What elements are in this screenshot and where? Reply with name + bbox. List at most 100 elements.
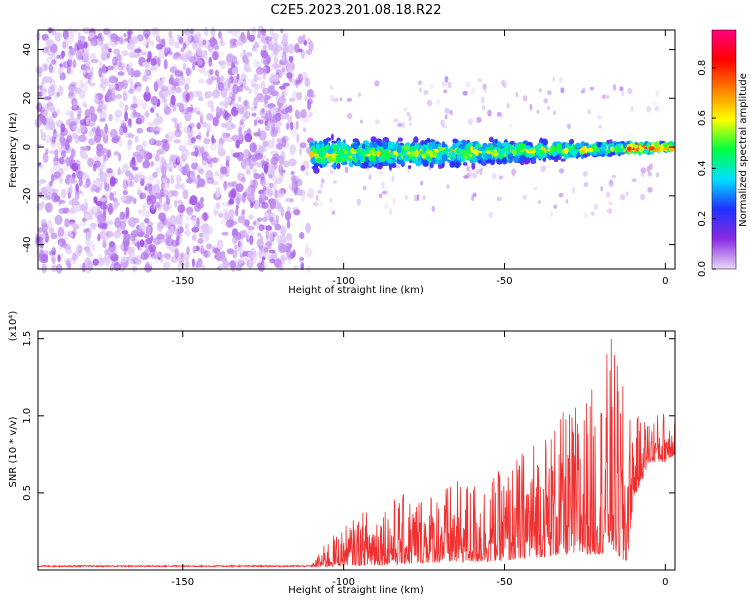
heatmap-cell (103, 103, 108, 111)
heatmap-cell (136, 127, 143, 134)
heatmap-cell (123, 247, 127, 256)
heatmap-cell (211, 36, 215, 47)
heatmap-cell (156, 233, 165, 240)
heatmap-cell (496, 141, 502, 147)
heatmap-cell (106, 230, 114, 238)
heatmap-cell (378, 170, 383, 176)
heatmap-cell (157, 56, 161, 67)
heatmap-cell (106, 167, 113, 174)
heatmap-cell (261, 50, 269, 59)
heatmap-cell (647, 187, 653, 193)
heatmap-cell (38, 180, 42, 188)
heatmap-cell (180, 201, 184, 212)
heatmap-cell (43, 64, 47, 70)
heatmap-cell (369, 142, 374, 148)
heatmap-cell (101, 164, 106, 170)
heatmap-cell (418, 158, 422, 166)
heatmap-cell (341, 158, 346, 163)
heatmap-cell (361, 162, 366, 169)
snr-y-ticks: 0.5 1.0 1.5 (22, 331, 675, 501)
heatmap-cell (93, 94, 99, 104)
heatmap-cell (68, 177, 74, 186)
heatmap-cell (239, 121, 246, 130)
heatmap-cell (332, 144, 339, 152)
heatmap-cell (60, 188, 67, 199)
heatmap-cell (113, 262, 122, 271)
heatmap-cell (419, 87, 422, 93)
colorbar: 0.0 0.2 0.4 0.6 0.8 Normalized spectral ampl… (697, 29, 749, 277)
heatmap-cell (281, 51, 287, 62)
heatmap-cell (221, 131, 226, 141)
heatmap-cell (589, 86, 595, 91)
heatmap-cell (335, 155, 343, 163)
heatmap-cell (444, 107, 450, 115)
heatmap-cell (241, 192, 246, 203)
heatmap-cell (147, 221, 154, 227)
heatmap-cell (249, 163, 254, 170)
heatmap-cell (180, 47, 185, 53)
heatmap-cell (130, 82, 134, 92)
heatmap-cell (381, 141, 387, 145)
heatmap-cell (283, 160, 290, 168)
heatmap-cell (102, 81, 106, 92)
heatmap-cell (139, 239, 145, 248)
heatmap-cell (60, 242, 68, 249)
heatmap-cell (106, 52, 111, 59)
heatmap-cell (582, 153, 588, 158)
heatmap-cell (182, 62, 187, 71)
heatmap-cell (416, 193, 420, 202)
heatmap-cell (522, 194, 528, 200)
heatmap-cell (227, 201, 231, 207)
heatmap-cell (195, 261, 199, 268)
heatmap-cell (150, 161, 155, 167)
heatmap-cell (359, 155, 364, 163)
heatmap-cell (261, 66, 267, 77)
heatmap-cell (243, 63, 251, 73)
heatmap-cell (51, 30, 57, 36)
heatmap-cell (571, 149, 577, 157)
heatmap-cell (446, 183, 450, 190)
heatmap-cell (145, 86, 149, 94)
heatmap-cell (253, 119, 258, 127)
heatmap-cell (85, 231, 91, 241)
heatmap-cell (212, 50, 219, 61)
heatmap-cell (36, 102, 43, 112)
heatmap-cell (378, 156, 385, 163)
heatmap-cell (54, 32, 62, 42)
heatmap-cell (177, 199, 183, 204)
heatmap-cell (134, 135, 139, 143)
heatmap-cell (206, 170, 215, 180)
chart-title: C2E5.2023.201.08.18.R22 (270, 3, 441, 18)
heatmap-cell (368, 149, 375, 155)
heatmap-y-tick-label: 20 (22, 92, 33, 105)
heatmap-cell (95, 201, 103, 206)
heatmap-cell (410, 145, 416, 152)
heatmap-cell (268, 232, 274, 241)
heatmap-cell (269, 198, 277, 209)
heatmap-cell (590, 211, 595, 216)
heatmap-cell (508, 123, 512, 129)
heatmap-cell (263, 68, 271, 73)
heatmap-cell (470, 160, 474, 164)
heatmap-cell (332, 180, 338, 184)
heatmap-cell (118, 170, 125, 175)
heatmap-cell (558, 192, 564, 198)
heatmap-cell (78, 79, 84, 89)
heatmap-cell (560, 87, 565, 94)
heatmap-cell (122, 90, 128, 102)
heatmap-cell (72, 100, 78, 110)
heatmap-cell (154, 140, 162, 147)
heatmap-cell (235, 207, 239, 217)
heatmap-cell (534, 145, 540, 149)
heatmap-cell (65, 36, 74, 45)
heatmap-cell (129, 256, 138, 265)
heatmap-cell (260, 115, 267, 121)
heatmap-cell (77, 31, 81, 41)
heatmap-cell (228, 181, 235, 187)
heatmap-cell (89, 222, 97, 228)
heatmap-cell (540, 165, 546, 173)
heatmap-cell (587, 108, 592, 115)
heatmap-cell (88, 130, 94, 137)
heatmap-cell (206, 131, 210, 138)
heatmap-cell (663, 146, 669, 151)
